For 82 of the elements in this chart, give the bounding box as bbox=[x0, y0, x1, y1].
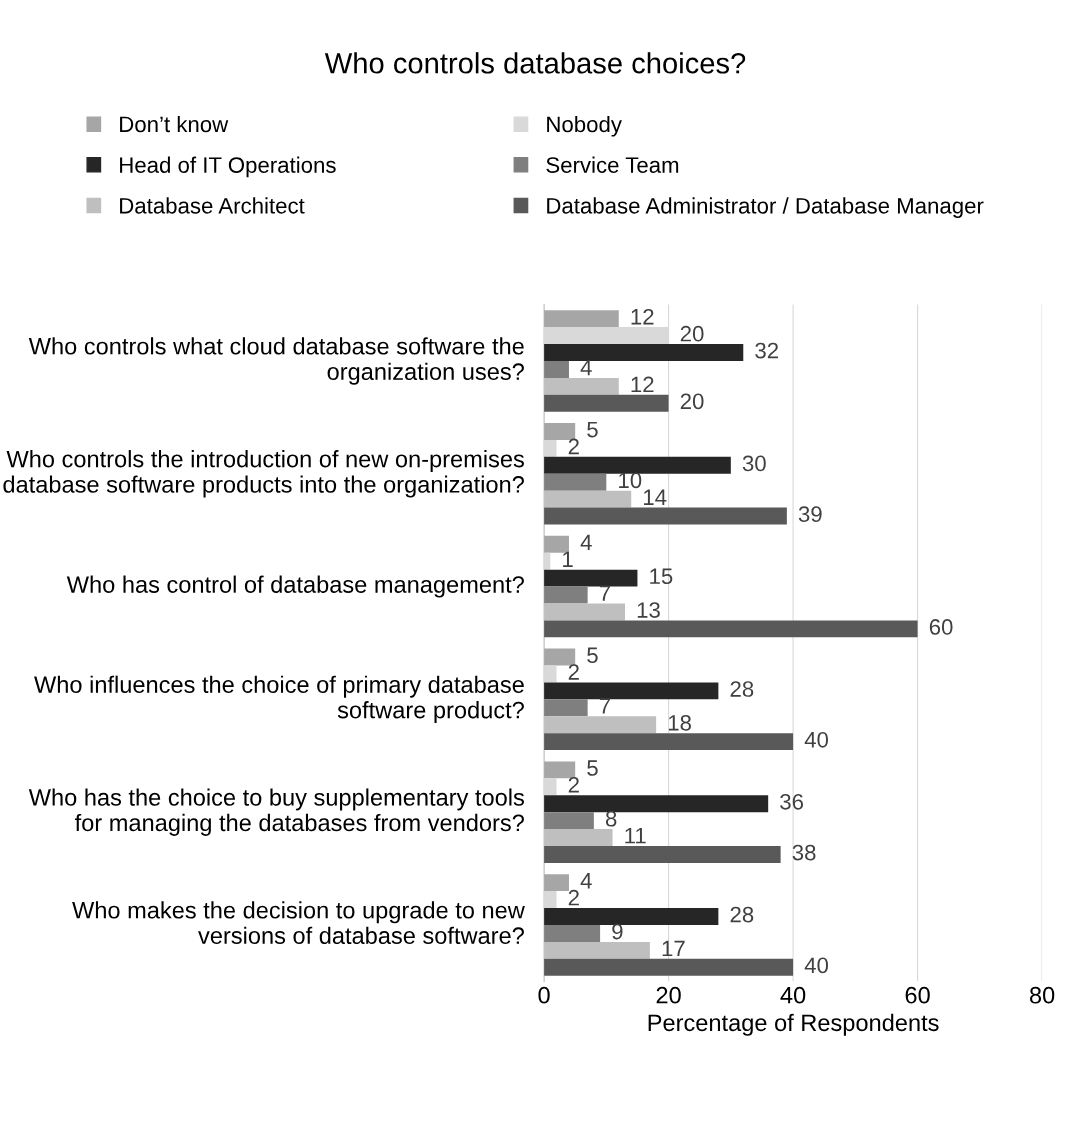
bar bbox=[544, 846, 781, 863]
data-label: 40 bbox=[804, 957, 829, 974]
data-label: 4 bbox=[580, 534, 592, 551]
data-label: 28 bbox=[730, 906, 754, 923]
x-tick-label: 0 bbox=[538, 986, 550, 1004]
bar bbox=[544, 360, 569, 378]
data-label: 4 bbox=[580, 873, 592, 889]
bar bbox=[544, 473, 607, 491]
x-tick-label: 20 bbox=[656, 986, 681, 1004]
bar bbox=[544, 535, 569, 553]
bar bbox=[544, 761, 576, 779]
bar bbox=[544, 682, 719, 700]
x-tick-label: 80 bbox=[1029, 986, 1055, 1004]
data-label: 28 bbox=[730, 681, 754, 697]
data-label: 11 bbox=[625, 828, 646, 844]
data-label: 38 bbox=[792, 844, 816, 861]
data-label: 13 bbox=[637, 602, 660, 618]
data-label: 18 bbox=[668, 714, 691, 731]
data-label: 4 bbox=[580, 359, 592, 376]
data-label: 30 bbox=[742, 455, 766, 472]
data-label: 20 bbox=[680, 393, 704, 410]
legend-label: Nobody bbox=[547, 115, 622, 137]
legend-label: Service Team bbox=[546, 156, 679, 173]
data-label: 2 bbox=[568, 777, 579, 793]
data-label: 7 bbox=[599, 585, 610, 601]
bar bbox=[544, 310, 619, 328]
bar bbox=[544, 665, 557, 683]
data-label: 5 bbox=[587, 760, 598, 776]
bar bbox=[544, 699, 588, 717]
y-tick-label: Who controls the introduction of new on-premises database software products into the organization? bbox=[3, 450, 524, 498]
data-label: 39 bbox=[798, 506, 822, 523]
data-label: 15 bbox=[650, 568, 673, 585]
bar bbox=[544, 586, 588, 604]
bar bbox=[544, 924, 601, 942]
bar bbox=[544, 423, 576, 440]
bar bbox=[544, 620, 918, 638]
bar bbox=[544, 733, 794, 751]
data-label: 14 bbox=[644, 489, 667, 505]
data-label: 32 bbox=[755, 342, 778, 359]
bar bbox=[544, 778, 557, 796]
y-tick-label: Who has control of database management? bbox=[66, 575, 524, 598]
bar bbox=[544, 439, 557, 457]
data-label: 60 bbox=[929, 619, 953, 635]
x-axis-title: Percentage of Respondents bbox=[648, 1013, 939, 1036]
data-label: 8 bbox=[605, 810, 617, 827]
data-label: 2 bbox=[568, 438, 579, 455]
bar bbox=[544, 344, 744, 361]
data-label: 5 bbox=[587, 421, 598, 438]
data-label: 2 bbox=[568, 889, 579, 906]
x-tick-label: 40 bbox=[780, 986, 806, 1004]
y-tick-label: Who makes the decision to upgrade to new versions of database software? bbox=[72, 901, 525, 945]
bar bbox=[544, 394, 669, 412]
bar bbox=[544, 908, 719, 925]
data-label: 1 bbox=[563, 551, 573, 567]
bar bbox=[544, 569, 638, 587]
bar bbox=[544, 958, 794, 976]
data-label: 2 bbox=[568, 664, 579, 680]
data-label: 36 bbox=[780, 793, 804, 810]
bar bbox=[544, 891, 557, 909]
legend-label: Don’t know bbox=[120, 115, 229, 133]
data-label: 12 bbox=[631, 376, 654, 393]
data-label: 5 bbox=[587, 647, 598, 664]
legend-label: Database Administrator / Database Manager bbox=[547, 197, 984, 219]
data-label: 17 bbox=[662, 940, 685, 957]
y-tick-label: Who has the choice to buy supplementary tools for managing the databases from vendors? bbox=[28, 788, 524, 836]
data-label: 12 bbox=[631, 308, 654, 325]
data-label: 7 bbox=[599, 698, 610, 714]
bar bbox=[544, 456, 731, 474]
bar bbox=[544, 507, 787, 525]
bar bbox=[544, 648, 576, 666]
data-label: 10 bbox=[619, 472, 642, 489]
data-label: 9 bbox=[612, 923, 623, 940]
y-tick-label: Who controls what cloud database software the organization uses? bbox=[28, 337, 524, 385]
x-tick-label: 60 bbox=[905, 986, 930, 1004]
data-label: 20 bbox=[680, 325, 704, 342]
data-label: 40 bbox=[804, 731, 829, 748]
legend-label: Database Architect bbox=[120, 197, 305, 214]
bar bbox=[544, 812, 594, 830]
legend-label: Head of IT Operations bbox=[120, 156, 336, 178]
bar bbox=[544, 874, 569, 892]
chart-title: Who controls database choices? bbox=[324, 52, 746, 74]
y-tick-label: Who influences the choice of primary database software product? bbox=[34, 675, 524, 724]
